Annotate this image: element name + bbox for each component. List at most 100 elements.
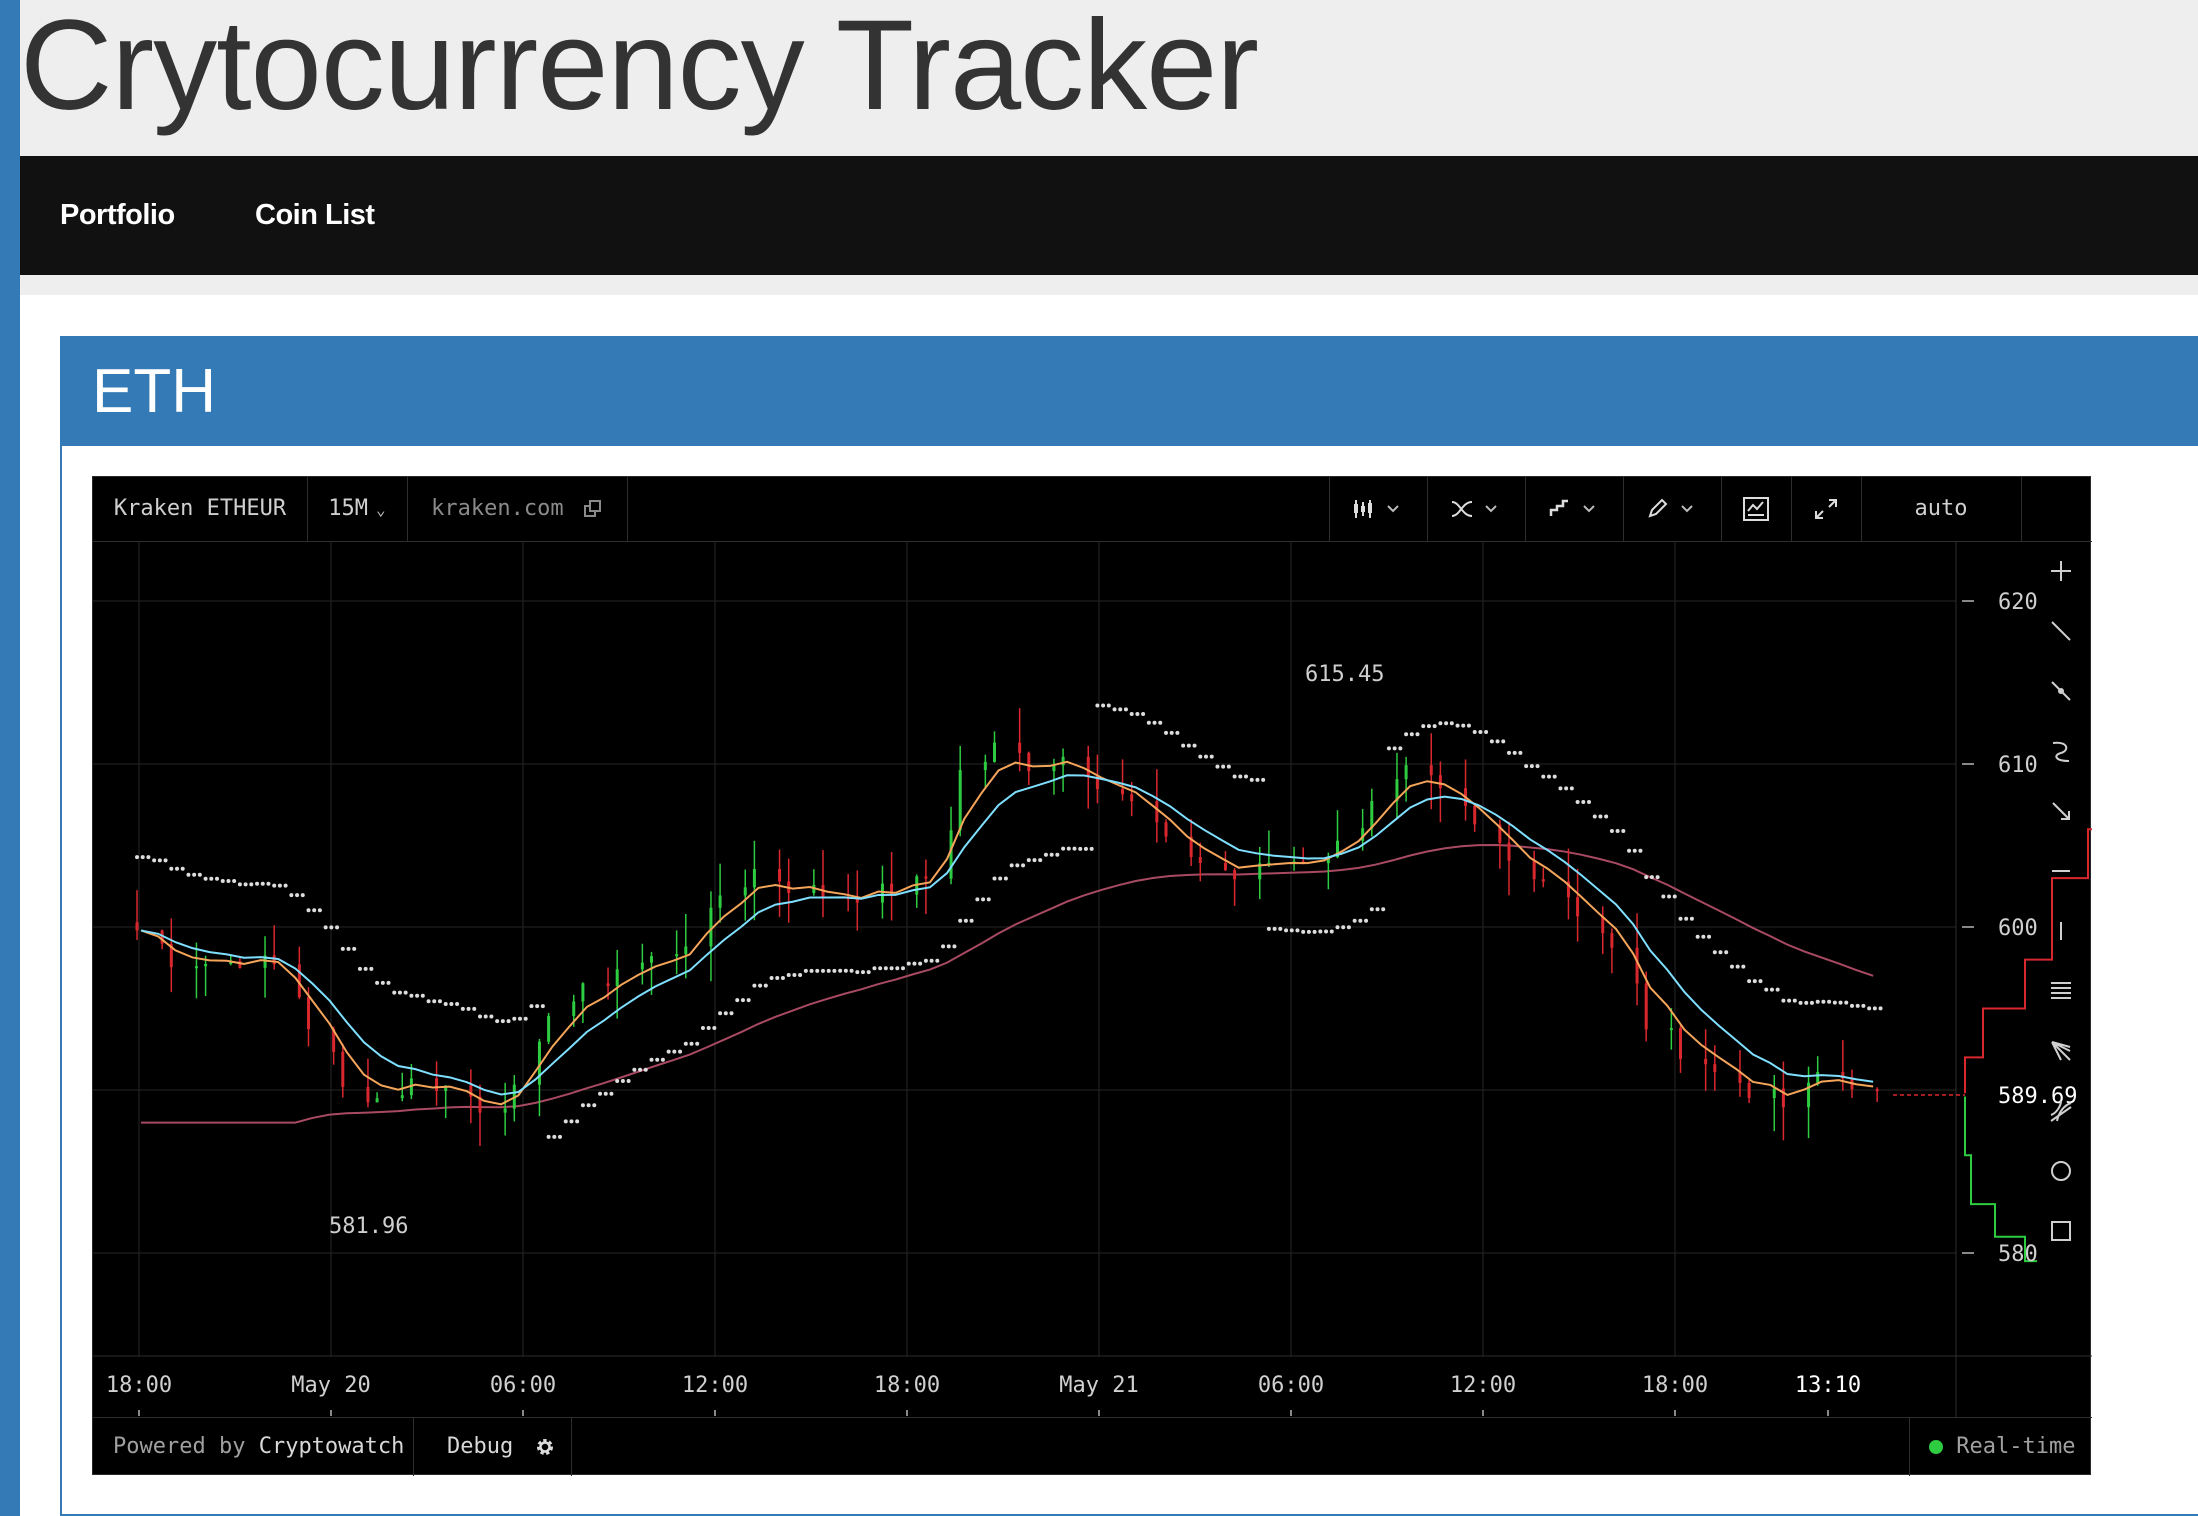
ray-tool-icon <box>2051 681 2071 701</box>
psar-dot <box>357 966 362 971</box>
powered-by-brand[interactable]: Cryptowatch <box>258 1434 405 1459</box>
psar-dot <box>329 925 334 930</box>
source-link[interactable]: kraken.com <box>407 477 627 541</box>
candle-body <box>194 966 198 969</box>
psar-dot <box>186 872 191 877</box>
psar-dot <box>380 980 385 985</box>
debug-button[interactable]: Debug <box>447 1418 556 1476</box>
psar-dot <box>1009 863 1014 868</box>
psar-dot <box>1541 774 1546 779</box>
psar-dot <box>1752 979 1757 984</box>
psar-dot <box>1369 907 1374 912</box>
indicators-button[interactable] <box>1427 477 1525 541</box>
psar-dot <box>986 897 991 902</box>
psar-dot <box>575 1119 580 1124</box>
psar-dot <box>643 1067 648 1072</box>
psar-dot <box>243 882 248 887</box>
candle-body <box>1644 983 1648 1030</box>
x-axis-tick-label: 13:10 <box>1795 1373 1861 1398</box>
footer-divider <box>571 1418 572 1476</box>
psar-dot <box>695 1041 700 1046</box>
fullscreen-button[interactable] <box>1791 477 1861 541</box>
screenshot-button[interactable] <box>1721 477 1791 541</box>
psar-dot <box>603 1091 608 1096</box>
psar-dot <box>1015 863 1020 868</box>
psar-dot <box>569 1119 574 1124</box>
nav-item-portfolio[interactable]: Portfolio <box>60 199 175 231</box>
draw-button[interactable] <box>1623 477 1721 541</box>
candle-body <box>400 1095 404 1099</box>
psar-dot <box>923 958 928 963</box>
psar-dot <box>1484 729 1489 734</box>
high-price-label: 615.45 <box>1305 662 1384 687</box>
ema-fast-line <box>140 760 1874 1106</box>
psar-dot <box>809 968 814 973</box>
candle-body <box>1610 933 1614 948</box>
candle-body <box>1532 860 1536 880</box>
psar-dot <box>409 993 414 998</box>
psar-dot <box>1358 918 1363 923</box>
psar-dot <box>1324 929 1329 934</box>
ema-slow-line <box>140 774 1874 1096</box>
interval-selector[interactable]: 15M ⌄ <box>307 477 407 541</box>
psar-dot <box>157 858 162 863</box>
psar-dot <box>1192 743 1197 748</box>
psar-dot <box>500 1019 505 1024</box>
psar-dot <box>609 1091 614 1096</box>
candles-button[interactable] <box>1329 477 1427 541</box>
psar-dot <box>1078 846 1083 851</box>
candle-body <box>332 1029 336 1052</box>
pitchfork-stroke <box>2050 1100 2072 1122</box>
arrow-stroke <box>2052 802 2070 820</box>
candle-body <box>1395 779 1399 802</box>
nav-item-coin-list[interactable]: Coin List <box>255 199 375 231</box>
psar-dot <box>1038 858 1043 863</box>
psar-dot <box>946 944 951 949</box>
psar-dot <box>832 968 837 973</box>
psar-dot <box>992 876 997 881</box>
candle-body <box>949 830 953 879</box>
psar-dot <box>312 908 317 913</box>
copy-icon <box>583 500 601 517</box>
psar-dot <box>460 1006 465 1011</box>
psar-dot <box>1461 723 1466 728</box>
psar-dot <box>763 983 768 988</box>
psar-dot <box>1164 730 1168 735</box>
psar-dot <box>1381 907 1386 912</box>
psar-dot <box>1747 979 1752 984</box>
candle-body <box>1404 765 1408 780</box>
psar-dot <box>220 879 225 883</box>
toolbar-divider <box>1623 477 1624 541</box>
psar-dot <box>592 1103 597 1108</box>
pitchfork-icon <box>2050 1100 2072 1122</box>
toolbar-divider <box>1427 477 1428 541</box>
candle-body <box>1155 801 1159 823</box>
panel-title: ETH <box>92 357 216 426</box>
psar-dot <box>352 946 357 951</box>
psar-dot <box>449 1001 454 1006</box>
scale-selector[interactable]: auto <box>1914 496 1968 521</box>
y-axis-tick-label: 620 <box>1998 590 2038 615</box>
psar-dot <box>620 1078 625 1083</box>
price-chart[interactable]: 18:00 May 20 06:00 12:00 18:00 May 21 06:00 12:… <box>93 541 2092 1417</box>
candle-body <box>341 1051 345 1087</box>
footer-divider <box>413 1418 414 1476</box>
psar-dot <box>598 1091 603 1096</box>
candle-body <box>547 1015 551 1042</box>
market-label[interactable]: Kraken ETHEUR <box>113 496 287 521</box>
psar-dot <box>375 980 380 985</box>
psar-dot <box>626 1078 631 1083</box>
psar-dot <box>580 1103 585 1108</box>
psar-dot <box>1198 754 1203 759</box>
psar-dot <box>1186 743 1191 748</box>
psar-dot <box>1409 732 1414 737</box>
x-axis-tick-label: 12:00 <box>682 1373 748 1398</box>
candle-body <box>272 955 276 965</box>
psar-dot <box>540 1004 545 1009</box>
candle-body <box>1258 863 1262 880</box>
chart-type-button[interactable] <box>1525 477 1623 541</box>
psar-dot <box>780 975 785 980</box>
candle-body <box>1781 1088 1785 1108</box>
toolbar-divider <box>307 477 308 541</box>
psar-dot <box>1158 720 1163 725</box>
